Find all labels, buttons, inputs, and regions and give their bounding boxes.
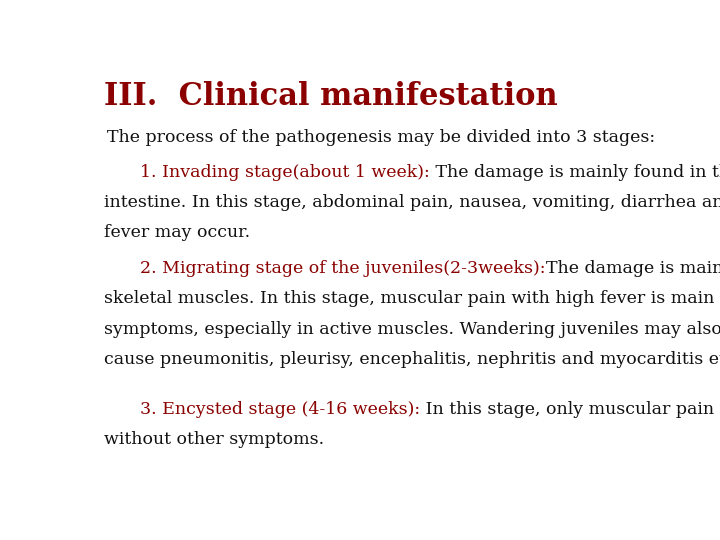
Text: 3. Encysted stage (4-16 weeks):: 3. Encysted stage (4-16 weeks): [140,401,420,418]
Text: symptoms, especially in active muscles. Wandering juveniles may also: symptoms, especially in active muscles. … [104,321,720,338]
Text: The process of the pathogenesis may be divided into 3 stages:: The process of the pathogenesis may be d… [107,129,655,146]
Text: The damage is mainly found in the: The damage is mainly found in the [430,164,720,181]
Text: 2. Migrating stage of the juveniles(2-3weeks):: 2. Migrating stage of the juveniles(2-3w… [140,260,546,277]
Text: skeletal muscles. In this stage, muscular pain with high fever is main: skeletal muscles. In this stage, muscula… [104,290,714,307]
Text: 1. Invading stage(about 1 week):: 1. Invading stage(about 1 week): [140,164,430,181]
Text: intestine. In this stage, abdominal pain, nausea, vomiting, diarrhea and: intestine. In this stage, abdominal pain… [104,194,720,211]
Text: without other symptoms.: without other symptoms. [104,431,324,448]
Text: The damage is mainly in the: The damage is mainly in the [546,260,720,277]
Text: cause pneumonitis, pleurisy, encephalitis, nephritis and myocarditis etc.: cause pneumonitis, pleurisy, encephaliti… [104,351,720,368]
Text: III.  Clinical manifestation: III. Clinical manifestation [104,82,558,112]
Text: In this stage, only muscular pain present: In this stage, only muscular pain presen… [420,401,720,418]
Text: fever may occur.: fever may occur. [104,225,250,241]
